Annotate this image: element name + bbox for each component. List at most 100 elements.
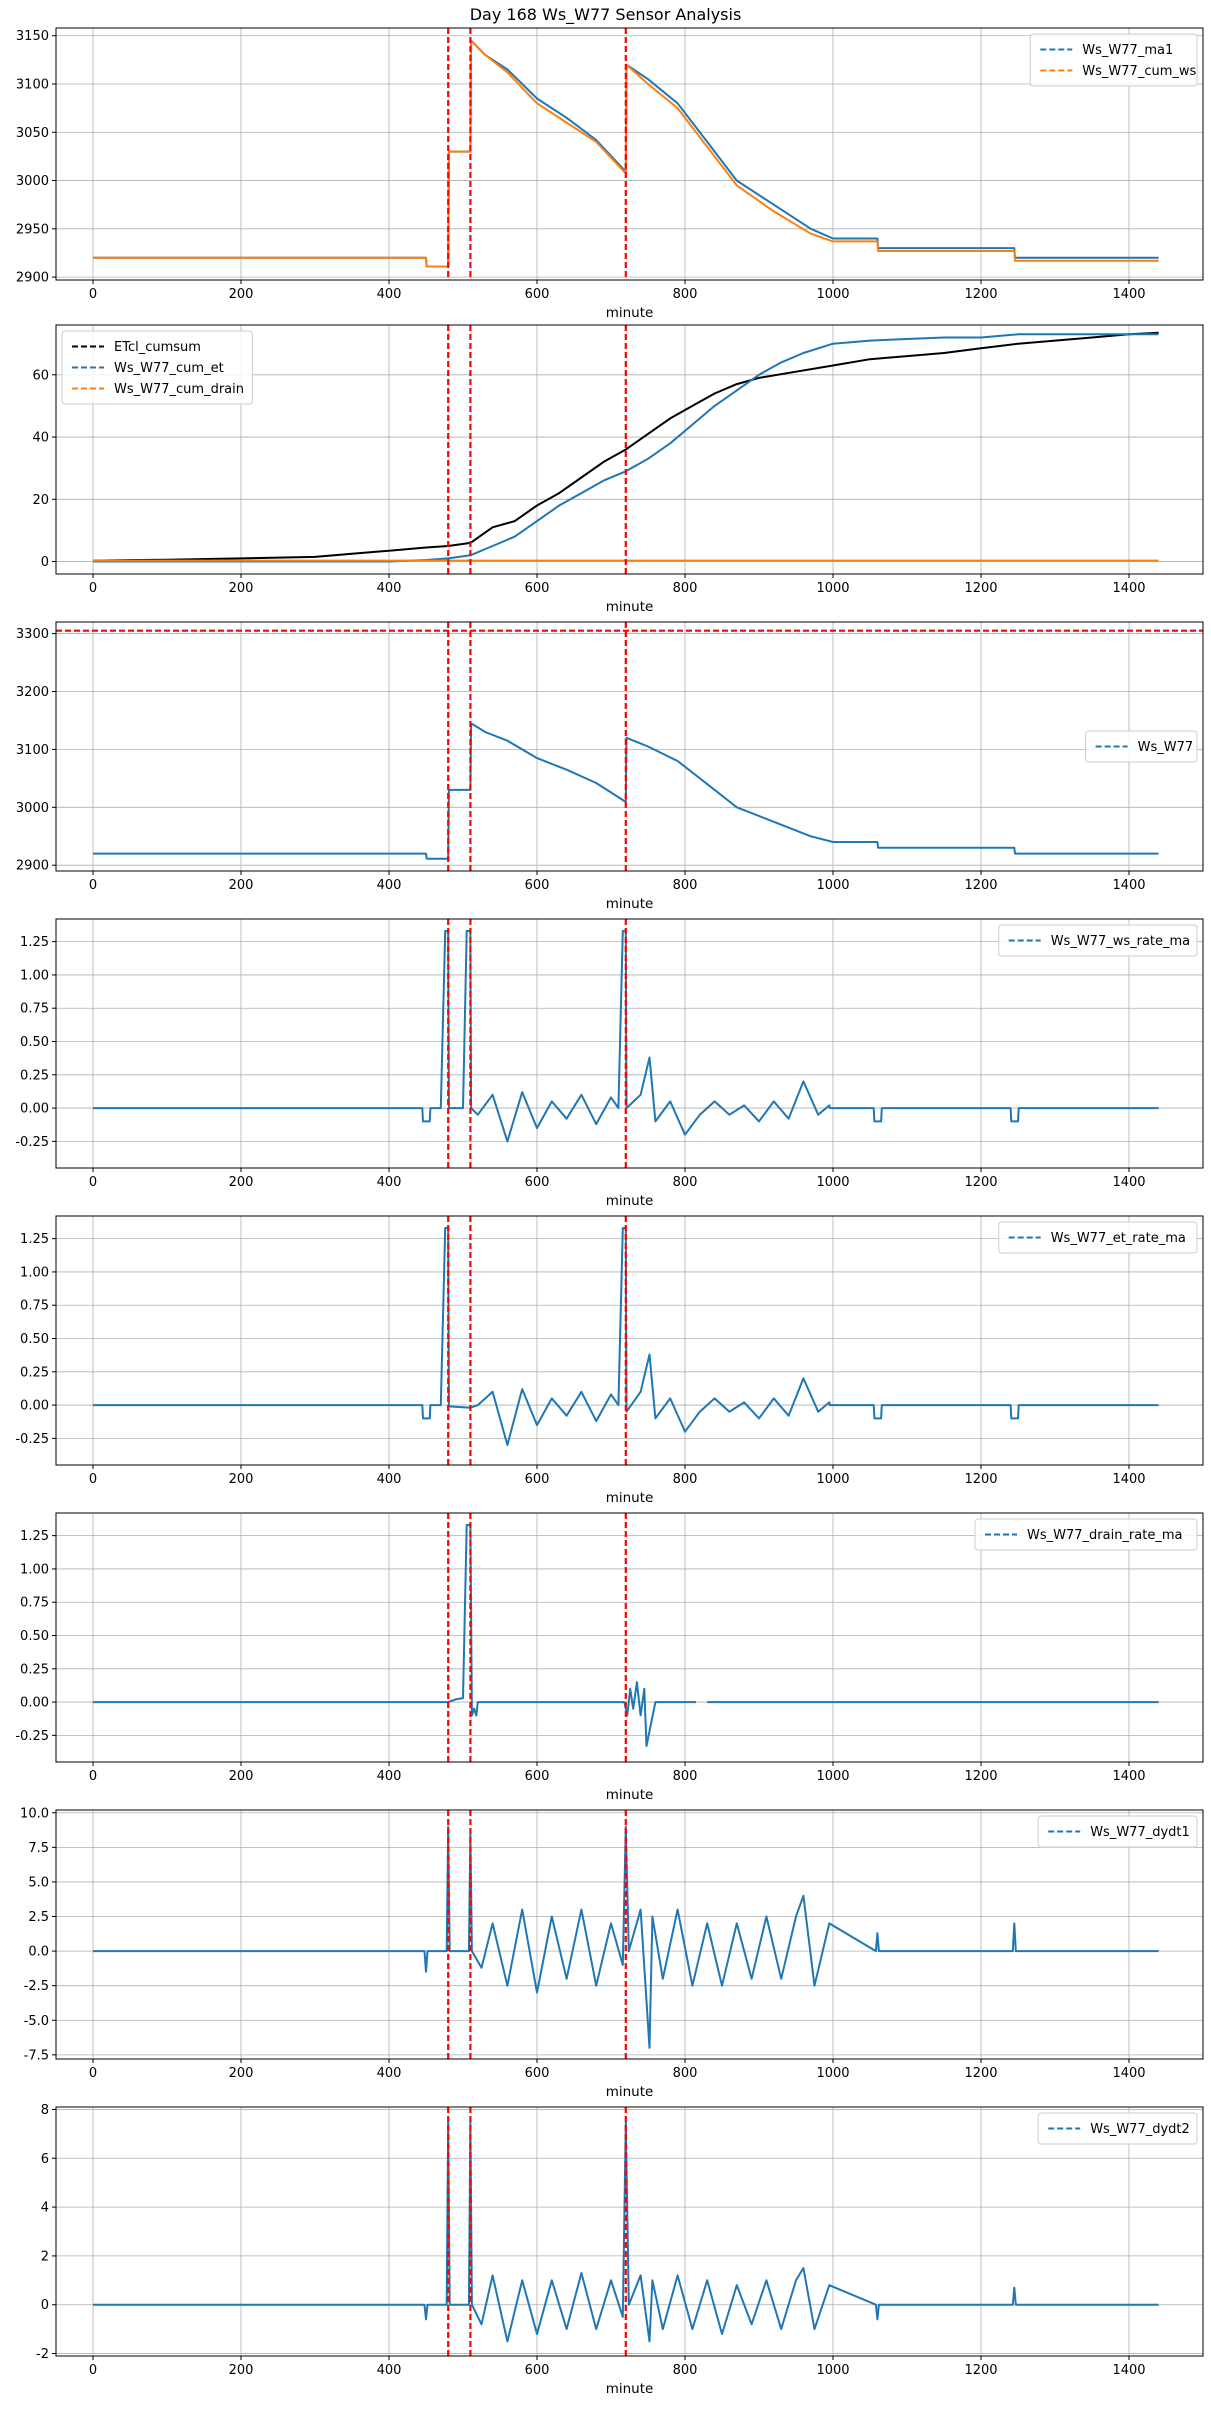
x-tick-label: 1000 (816, 287, 849, 302)
y-tick-label: 1.00 (20, 968, 49, 983)
subplot-4: 0 200 400 600 800 1000 1200 1400 -0.25 0.00 0.25 0.… (15, 918, 1204, 1209)
x-tick-label: 200 (229, 2363, 254, 2378)
axes-frame (55, 1512, 1204, 1763)
y-tick-label: 8 (41, 2103, 49, 2118)
x-tick-label: 200 (229, 581, 254, 596)
x-tick-label: 800 (673, 1175, 698, 1190)
y-tick-label: 3200 (16, 685, 49, 700)
x-tick-label: 1200 (964, 1472, 997, 1487)
x-tick-label: 200 (229, 2066, 254, 2081)
axes-frame (55, 918, 1204, 1169)
series-line-Ws_W77_cum_et (93, 333, 1159, 563)
subplot-7: 0 200 400 600 800 1000 1200 1400 -7.5 -5.0 -2.5 0.0… (20, 1806, 1204, 2100)
legend-box (998, 924, 1198, 957)
x-tick-label: 600 (525, 2066, 550, 2081)
y-tick-label: 40 (32, 431, 49, 446)
series-line-Ws_W77_dydt2 (93, 2120, 1159, 2343)
legend: Ws_W77_ws_rate_ma (998, 924, 1198, 957)
legend: ETcl_cumsum Ws_W77_cum_et Ws_W77_cum_drain (61, 330, 253, 405)
x-tick-label: 400 (377, 1175, 402, 1190)
y-tick-label: 5.0 (28, 1875, 49, 1890)
legend: Ws_W77_dydt1 (1037, 1815, 1198, 1848)
subplot-3: 0 200 400 600 800 1000 1200 1400 2900 3000 3100 320… (16, 621, 1204, 912)
y-tick-label: -0.25 (15, 1135, 49, 1150)
x-tick-label: 0 (89, 1175, 97, 1190)
x-axis-label: minute (606, 1787, 654, 1803)
axes-frame (55, 1215, 1204, 1466)
y-tick-label: 0.25 (20, 1662, 49, 1677)
axes-frame (55, 324, 1204, 575)
y-tick-label: 0.0 (28, 1945, 49, 1960)
y-tick-label: -2 (36, 2347, 49, 2362)
x-tick-label: 200 (229, 1769, 254, 1784)
series-group (93, 1513, 1159, 1762)
x-axis-label: minute (606, 2381, 654, 2397)
legend-label: Ws_W77_dydt1 (1090, 1825, 1190, 1840)
x-tick-label: 0 (89, 2066, 97, 2081)
figure-title: Day 168 Ws_W77 Sensor Analysis (469, 5, 742, 24)
legend-box (998, 1221, 1198, 1254)
y-tick-label: 0.25 (20, 1068, 49, 1083)
series-line-Ws_W77 (93, 722, 1159, 860)
x-tick-label: 200 (229, 1472, 254, 1487)
subplot-1: 0 200 400 600 800 1000 1200 1400 2900 2950 3000 305… (16, 27, 1204, 321)
x-tick-label: 1400 (1112, 2066, 1145, 2081)
y-tick-label: 0.00 (20, 1102, 49, 1117)
x-tick-label: 1000 (816, 1769, 849, 1784)
x-tick-label: 800 (673, 2066, 698, 2081)
x-tick-label: 800 (673, 581, 698, 596)
x-tick-label: 1400 (1112, 2363, 1145, 2378)
legend: Ws_W77_ma1 Ws_W77_cum_ws (1029, 33, 1198, 87)
x-tick-label: 400 (377, 2363, 402, 2378)
series-line-Ws_W77_drain_rate_ma (93, 1524, 697, 1747)
x-tick-label: 800 (673, 287, 698, 302)
x-tick-label: 1400 (1112, 1769, 1145, 1784)
x-tick-label: 600 (525, 2363, 550, 2378)
legend-box (1037, 2112, 1198, 2145)
x-tick-label: 400 (377, 581, 402, 596)
y-tick-label: 3050 (16, 126, 49, 141)
x-tick-label: 1200 (964, 287, 997, 302)
x-tick-label: 1000 (816, 1472, 849, 1487)
series-group (56, 622, 1203, 871)
legend-box (1085, 730, 1198, 763)
x-tick-label: 600 (525, 287, 550, 302)
y-tick-label: 4 (41, 2201, 49, 2216)
x-tick-label: 200 (229, 287, 254, 302)
x-tick-label: 1000 (816, 878, 849, 893)
x-tick-label: 400 (377, 1769, 402, 1784)
legend-box (974, 1518, 1198, 1551)
y-tick-label: 7.5 (28, 1841, 49, 1856)
y-tick-label: 60 (32, 368, 49, 383)
x-tick-label: 1000 (816, 2066, 849, 2081)
x-tick-label: 1200 (964, 1175, 997, 1190)
y-tick-label: 20 (32, 493, 49, 508)
axes-frame (55, 2106, 1204, 2357)
series-line-ETcl_cumsum (92, 331, 1159, 562)
subplot-5: 0 200 400 600 800 1000 1200 1400 -0.25 0.00 0.25 0.… (15, 1215, 1204, 1506)
y-tick-label: 6 (41, 2152, 49, 2167)
y-tick-label: 3300 (16, 627, 49, 642)
y-tick-label: 10.0 (20, 1806, 49, 1821)
x-tick-label: 800 (673, 878, 698, 893)
legend-label: Ws_W77_cum_ws (1082, 64, 1196, 79)
y-tick-label: 2900 (16, 859, 49, 874)
x-tick-label: 1000 (816, 1175, 849, 1190)
legend-label: Ws_W77_ws_rate_ma (1051, 934, 1190, 949)
x-tick-label: 800 (673, 1472, 698, 1487)
legend-label: Ws_W77_et_rate_ma (1051, 1231, 1186, 1246)
y-tick-label: 2 (41, 2249, 49, 2264)
x-tick-label: 1200 (964, 2363, 997, 2378)
series-group (93, 1810, 1159, 2059)
legend-label: Ws_W77_dydt2 (1090, 2122, 1190, 2137)
x-tick-label: 600 (525, 1769, 550, 1784)
y-tick-label: 0.75 (20, 1002, 49, 1017)
y-tick-label: 0.50 (20, 1629, 49, 1644)
y-tick-label: 0.50 (20, 1035, 49, 1050)
axes-frame (55, 27, 1204, 281)
legend: Ws_W77 (1085, 730, 1198, 763)
series-group (93, 28, 1159, 280)
x-tick-label: 1000 (816, 2363, 849, 2378)
x-tick-label: 1400 (1112, 581, 1145, 596)
x-axis-label: minute (606, 896, 654, 912)
